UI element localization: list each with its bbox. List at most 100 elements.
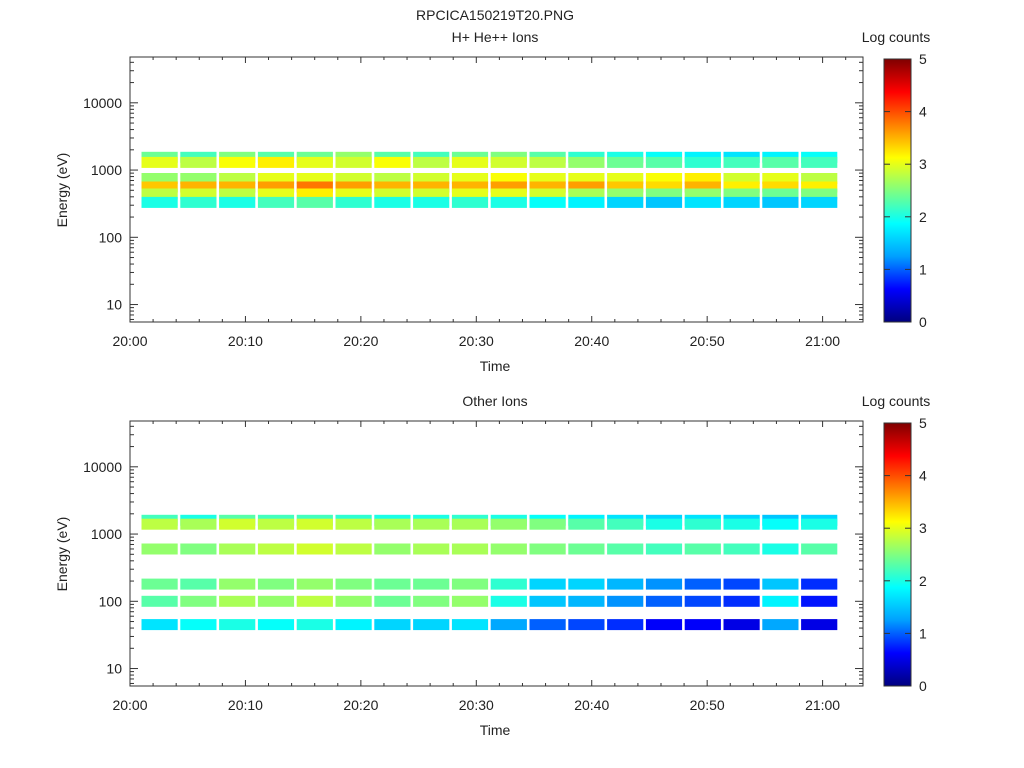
heatmap-cell [645, 173, 683, 184]
heatmap-cell [607, 196, 644, 208]
heatmap-cell [180, 619, 217, 631]
colorbar-tick-label: 5 [919, 415, 927, 431]
heatmap-cell [257, 543, 295, 555]
heatmap-cell [335, 578, 372, 590]
heatmap-cell [413, 595, 450, 607]
y-tick-label: 100 [99, 593, 123, 609]
heatmap-cell [413, 543, 450, 555]
heatmap-cell [219, 595, 256, 607]
heatmap-cell [490, 181, 527, 193]
heatmap-cell [762, 196, 799, 208]
x-tick-label: 20:20 [343, 697, 378, 713]
heatmap-cell [141, 156, 178, 168]
heatmap-cell [762, 181, 799, 193]
y-tick-label: 100 [99, 229, 123, 245]
heatmap-cell [451, 595, 489, 607]
colorbar-ticks: 0 1 2 3 4 5 [884, 51, 927, 330]
heatmap-cell [645, 595, 683, 607]
heatmap-cell [141, 578, 178, 590]
heatmap-cell [219, 173, 256, 184]
x-tick-label: 20:50 [690, 333, 725, 349]
panel-title: Other Ions [462, 393, 527, 409]
x-tick-label: 21:00 [805, 333, 840, 349]
x-tick-label: 20:50 [690, 697, 725, 713]
heatmap-cell [296, 578, 333, 590]
heatmap-cell [374, 188, 411, 200]
heatmap-cell [335, 518, 372, 530]
x-axis-label: Time [480, 722, 511, 738]
heatmap-cell [374, 518, 411, 530]
heatmap-cell [374, 181, 411, 193]
heatmap-cell [801, 196, 838, 208]
heatmap-cell [257, 595, 295, 607]
heatmap-cell [219, 518, 256, 530]
heatmap-cell [723, 543, 760, 555]
heatmap-cell [180, 196, 217, 208]
heatmap-cell [219, 156, 256, 168]
heatmap-cell [529, 619, 566, 631]
heatmap-cell [141, 595, 178, 607]
heatmap-cell [180, 181, 217, 193]
y-tick-label: 1000 [91, 162, 122, 178]
heatmap-cell [413, 188, 450, 200]
heatmap-cell [296, 156, 333, 168]
x-tick-label: 20:10 [228, 697, 263, 713]
heatmap-cell [180, 595, 217, 607]
heatmap-cell [684, 188, 721, 200]
heatmap-cell [684, 619, 721, 631]
heatmap-cell [645, 156, 683, 168]
heatmap-cell [762, 156, 799, 168]
heatmap-cell [257, 619, 295, 631]
heatmap-cell [180, 543, 217, 555]
panel-other-ions: Other Ions 20:00 20:10 20:20 20:30 20:40 20:5… [54, 393, 930, 738]
colorbar-ticks: 0 1 2 3 4 5 [884, 415, 927, 694]
heatmap-cell [257, 173, 295, 184]
colorbar-tick-label: 1 [919, 261, 927, 277]
heatmap-cell [219, 188, 256, 200]
heatmap-cell [568, 518, 605, 530]
heatmap-cell [296, 543, 333, 555]
heatmap-cell [762, 518, 799, 530]
heatmap-cell [762, 578, 799, 590]
heatmap-cell [413, 173, 450, 184]
heatmap-cell [568, 595, 605, 607]
heatmap-cell [723, 156, 760, 168]
heatmap-cell [723, 578, 760, 590]
heatmap-cell [141, 619, 178, 631]
heatmap-cell [296, 595, 333, 607]
heatmap-cell [374, 543, 411, 555]
axes: 20:00 20:10 20:20 20:30 20:40 20:50 21:00 10 100… [83, 57, 863, 349]
heatmap-cell [723, 518, 760, 530]
heatmap-cell [141, 173, 178, 184]
heatmap-cell [723, 188, 760, 200]
heatmap-cell [607, 578, 644, 590]
heatmap-cell [257, 156, 295, 168]
heatmap-cell [490, 156, 527, 168]
heatmap-cell [257, 196, 295, 208]
heatmap-cell [529, 173, 566, 184]
heatmap-cell [568, 156, 605, 168]
heatmap-cell [801, 181, 838, 193]
colorbar-tick-label: 3 [919, 156, 927, 172]
heatmap-cell [335, 156, 372, 168]
heatmap-cell [801, 156, 838, 168]
axes: 20:00 20:10 20:20 20:30 20:40 20:50 21:00 10 100… [83, 421, 863, 713]
heatmap-cell [568, 619, 605, 631]
heatmap-cell [529, 543, 566, 555]
heatmap-cell [180, 578, 217, 590]
heatmap-cell [296, 188, 333, 200]
colorbar-tick-label: 3 [919, 520, 927, 536]
heatmap-cell [684, 543, 721, 555]
heatmap-cell [180, 173, 217, 184]
heatmap-cell [801, 578, 838, 590]
heatmap-cell [645, 181, 683, 193]
heatmap-cell [801, 543, 838, 555]
heatmap-cell [529, 595, 566, 607]
heatmap-cell [607, 173, 644, 184]
colorbar-tick-label: 0 [919, 314, 927, 330]
heatmap-cell [335, 173, 372, 184]
heatmap-cell [219, 543, 256, 555]
colorbar-tick-label: 2 [919, 209, 927, 225]
heatmap-cell [762, 619, 799, 631]
heatmap-cell [335, 181, 372, 193]
